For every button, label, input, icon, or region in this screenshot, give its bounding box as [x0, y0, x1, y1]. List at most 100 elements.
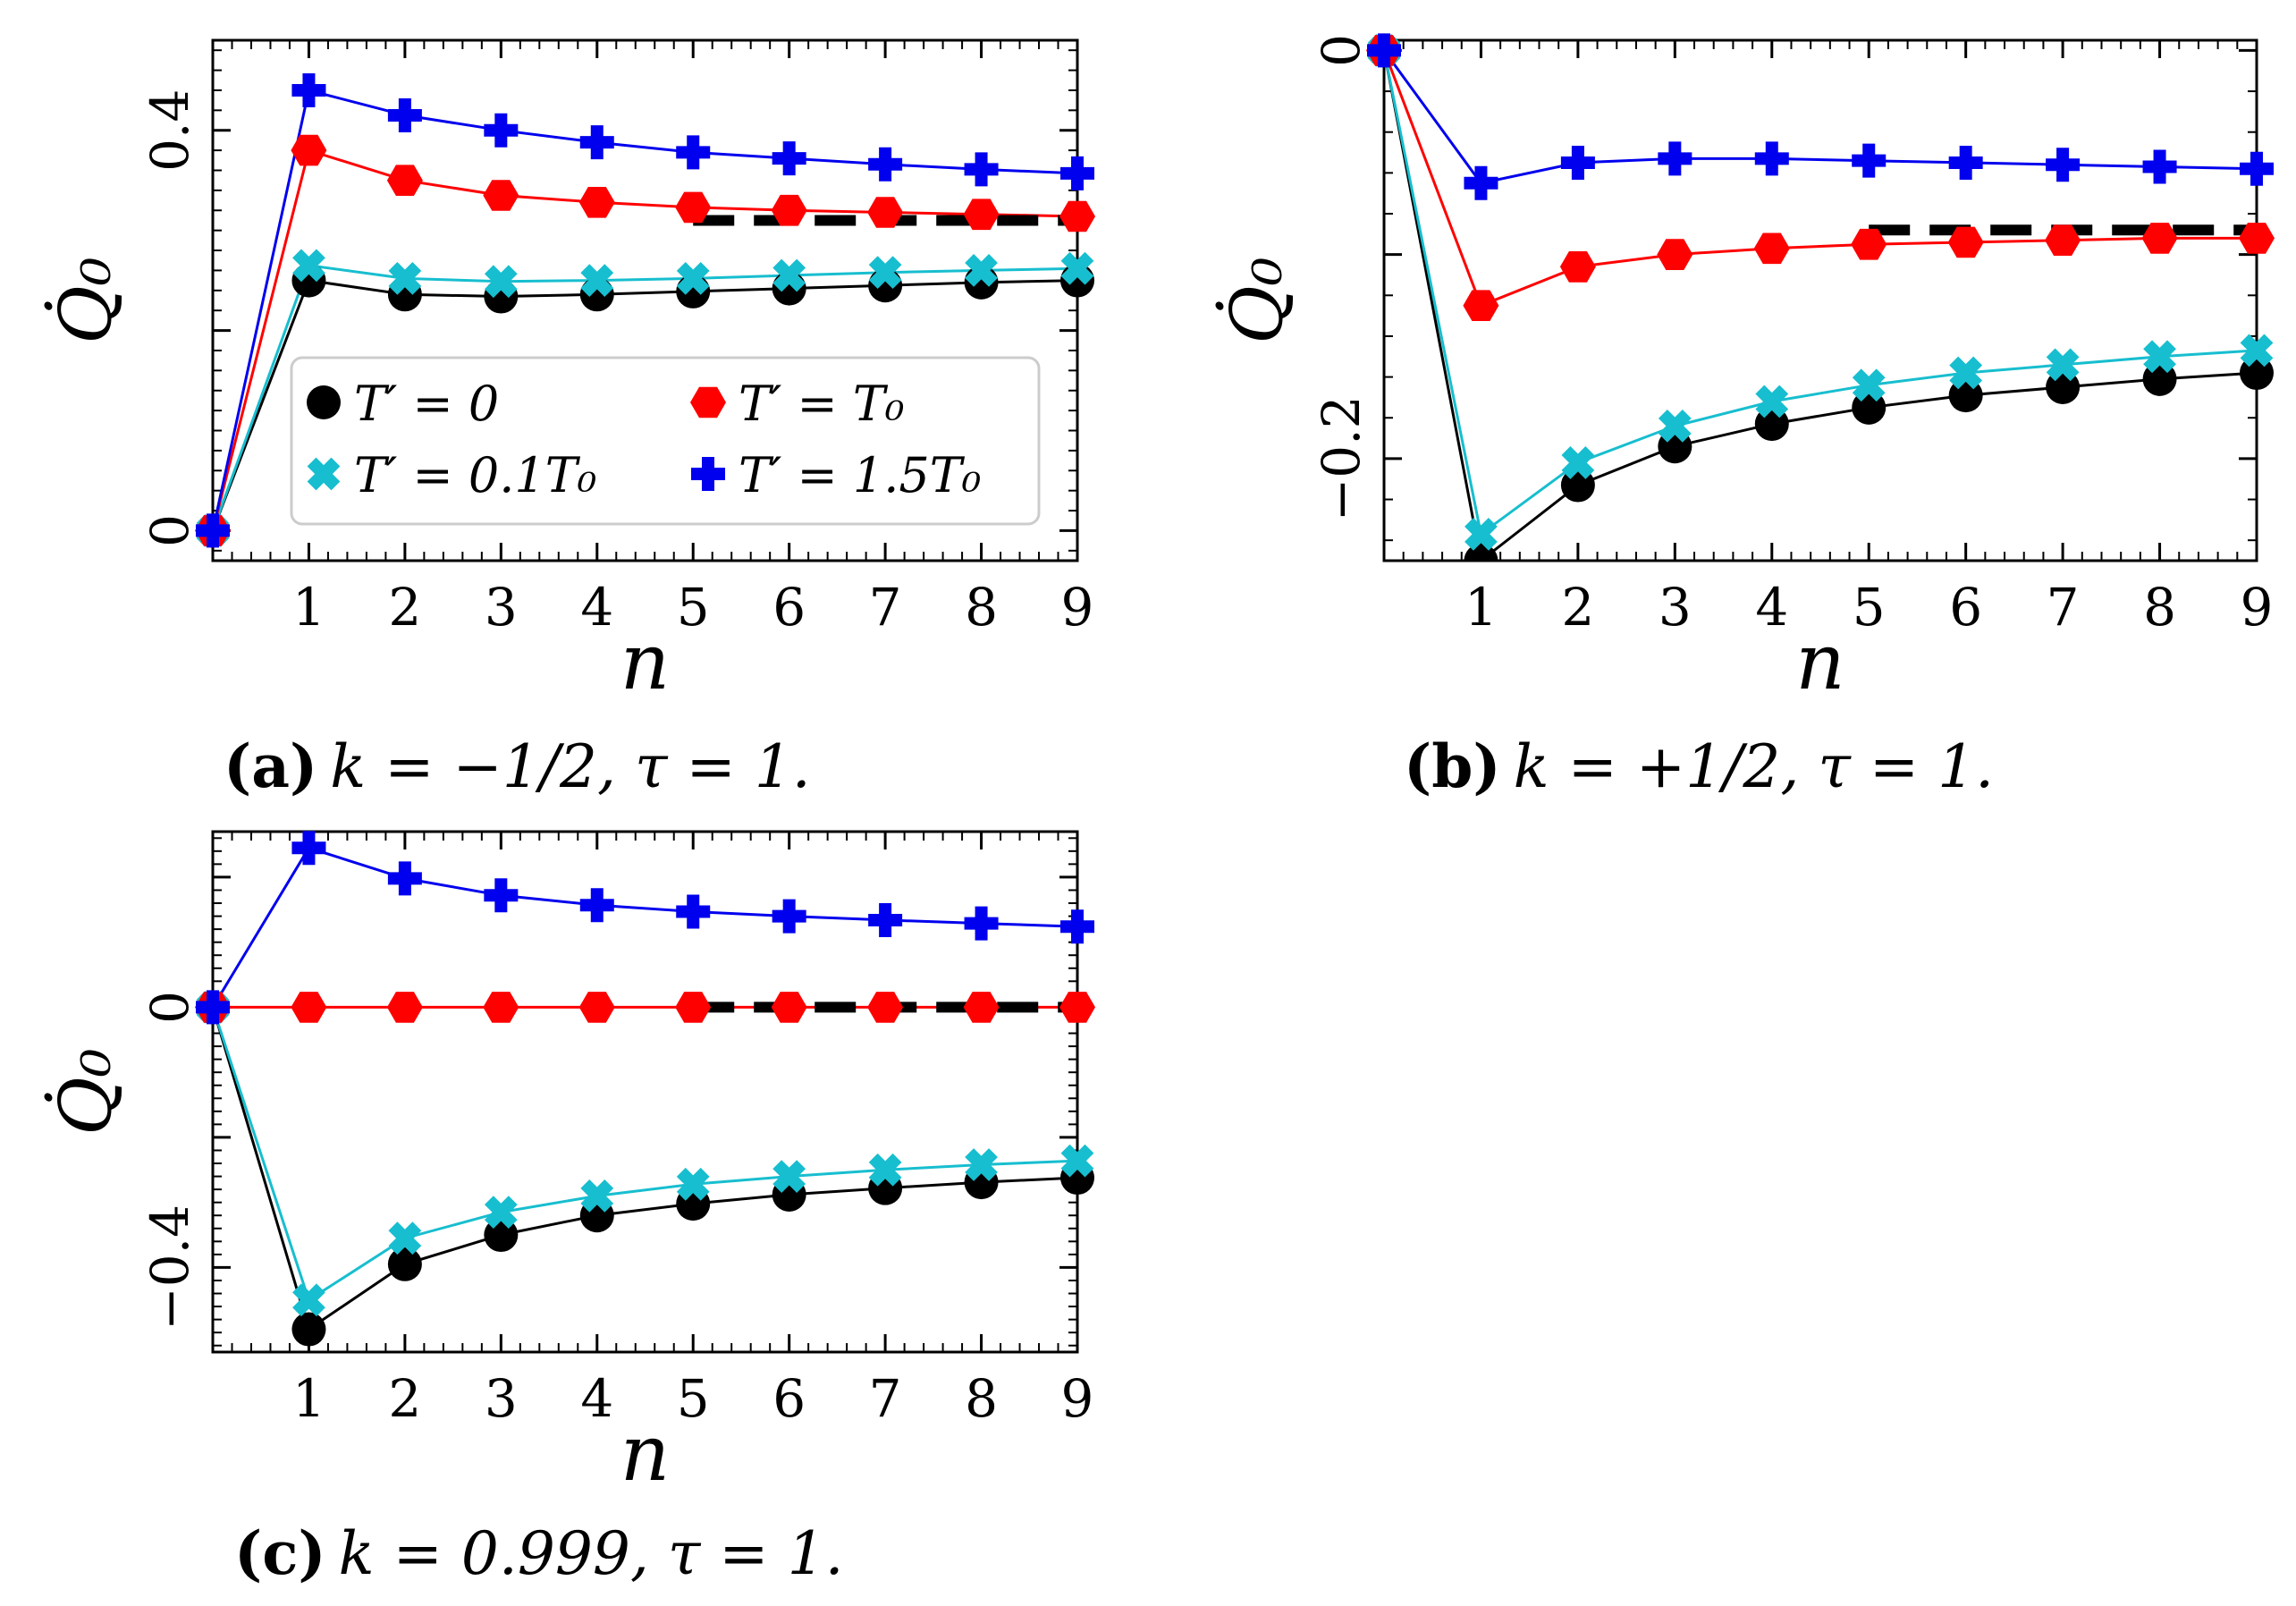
data-point	[676, 894, 711, 929]
data-point	[484, 878, 519, 913]
legend-marker	[690, 386, 726, 418]
caption-text: k = +1/2, τ = 1.	[1514, 732, 1994, 801]
y-axis-label: Q̇₀	[43, 257, 127, 344]
y-tick-label: 0	[139, 991, 200, 1024]
series-line-1	[1382, 50, 2258, 537]
data-point	[1949, 356, 1983, 390]
data-point	[1658, 409, 1692, 443]
x-axis-label: n	[1795, 618, 1844, 707]
data-point-shape	[388, 261, 422, 295]
data-point	[292, 249, 325, 283]
caption-text: k = −1/2, τ = 1.	[330, 732, 810, 801]
x-tick-label: 2	[388, 577, 421, 638]
x-tick-label: 7	[869, 1368, 902, 1429]
x-tick-label: 8	[965, 1368, 998, 1429]
data-point	[291, 992, 327, 1023]
data-point-shape	[580, 1179, 614, 1213]
data-point	[964, 152, 999, 187]
plot-frame	[211, 38, 1079, 562]
data-point	[772, 899, 806, 934]
data-point	[963, 992, 1000, 1023]
data-point	[963, 199, 1000, 231]
data-point	[1059, 200, 1095, 232]
data-point	[1658, 141, 1692, 176]
data-layer	[1366, 33, 2275, 561]
data-point	[2142, 149, 2177, 184]
data-point	[2239, 223, 2275, 254]
data-point	[387, 1247, 422, 1281]
data-point	[1059, 992, 1095, 1023]
series-line-3	[211, 846, 1078, 1009]
data-point	[291, 134, 327, 166]
y-tick-label: −0.2	[1311, 395, 1372, 521]
legend-marker	[691, 457, 725, 491]
x-tick-label: 6	[1949, 577, 1982, 638]
x-tick-label: 4	[1755, 577, 1788, 638]
data-point	[1851, 228, 1887, 260]
data-point-shape	[772, 258, 806, 292]
plot-frame	[1382, 38, 2258, 562]
data-point	[1464, 544, 1498, 561]
data-point-shape	[1755, 385, 1789, 418]
series-line-0	[1382, 50, 2258, 561]
data-point	[1753, 232, 1790, 265]
data-point	[964, 906, 999, 941]
data-point	[675, 992, 712, 1023]
x-tick-label: 4	[580, 577, 613, 638]
data-point	[868, 1153, 902, 1187]
series-line-1	[211, 1006, 1078, 1303]
x-tick-label: 9	[2241, 577, 2274, 638]
legend-entry: T′ = 1.5T₀	[739, 447, 981, 503]
data-point-shape	[965, 254, 998, 287]
data-point	[387, 97, 422, 132]
data-layer	[195, 72, 1095, 548]
data-point-shape	[965, 1148, 998, 1181]
panel-c: 1 2 3 4 5 6 7 8 9 0 −0.4 n Q̇₀ (c) k = 0.999, τ = 1.	[43, 830, 1095, 1588]
data-point	[2143, 340, 2176, 374]
caption-label: (a)	[224, 731, 317, 801]
data-point-shape	[292, 249, 325, 283]
data-point	[484, 1196, 518, 1229]
legend-box	[290, 356, 1041, 526]
legend-marker-shape	[307, 457, 341, 491]
data-point	[867, 197, 904, 228]
y-tick-label: 0.4	[139, 89, 200, 172]
data-point-shape	[1561, 446, 1595, 479]
data-point	[772, 258, 806, 292]
x-tick-label: 6	[772, 577, 806, 638]
data-point-shape	[1465, 517, 1498, 551]
data-point	[1060, 251, 1094, 285]
data-point	[2141, 223, 2178, 254]
data-point	[291, 831, 326, 866]
data-point	[1948, 145, 1983, 180]
x-tick-label: 1	[292, 1368, 325, 1429]
data-point-shape	[1060, 1144, 1094, 1178]
data-point	[1561, 446, 1595, 479]
data-point	[1464, 165, 1498, 200]
y-tick-label: −0.4	[139, 1204, 200, 1331]
panel-a: 1 2 3 4 5 6 7 8 9 0 0.4 n Q̇₀ (a) k = −1/2, τ = 1. T′ =…	[43, 38, 1095, 801]
data-point	[1852, 143, 1887, 178]
data-point	[579, 125, 614, 160]
x-tick-label: 5	[677, 1368, 710, 1429]
x-tick-label: 8	[2143, 577, 2176, 638]
data-point-shape	[1658, 409, 1692, 443]
data-point	[578, 187, 615, 218]
data-point	[292, 1283, 325, 1317]
x-tick-label: 4	[580, 1368, 613, 1429]
data-point	[965, 254, 998, 287]
data-point	[196, 990, 230, 1025]
x-tick-label: 7	[2047, 577, 2080, 638]
data-point	[965, 1148, 998, 1181]
data-point	[1947, 226, 1984, 258]
legend-marker	[307, 457, 341, 491]
data-point	[1755, 385, 1789, 418]
data-point-shape	[1852, 368, 1886, 402]
caption-label: (c)	[234, 1518, 326, 1588]
series-line-3	[1382, 49, 2258, 185]
series-line-2	[211, 148, 1078, 531]
series-line-0	[211, 1006, 1078, 1331]
data-point	[772, 1160, 806, 1193]
x-tick-label: 5	[1853, 577, 1886, 638]
data-point-shape	[676, 1167, 710, 1201]
